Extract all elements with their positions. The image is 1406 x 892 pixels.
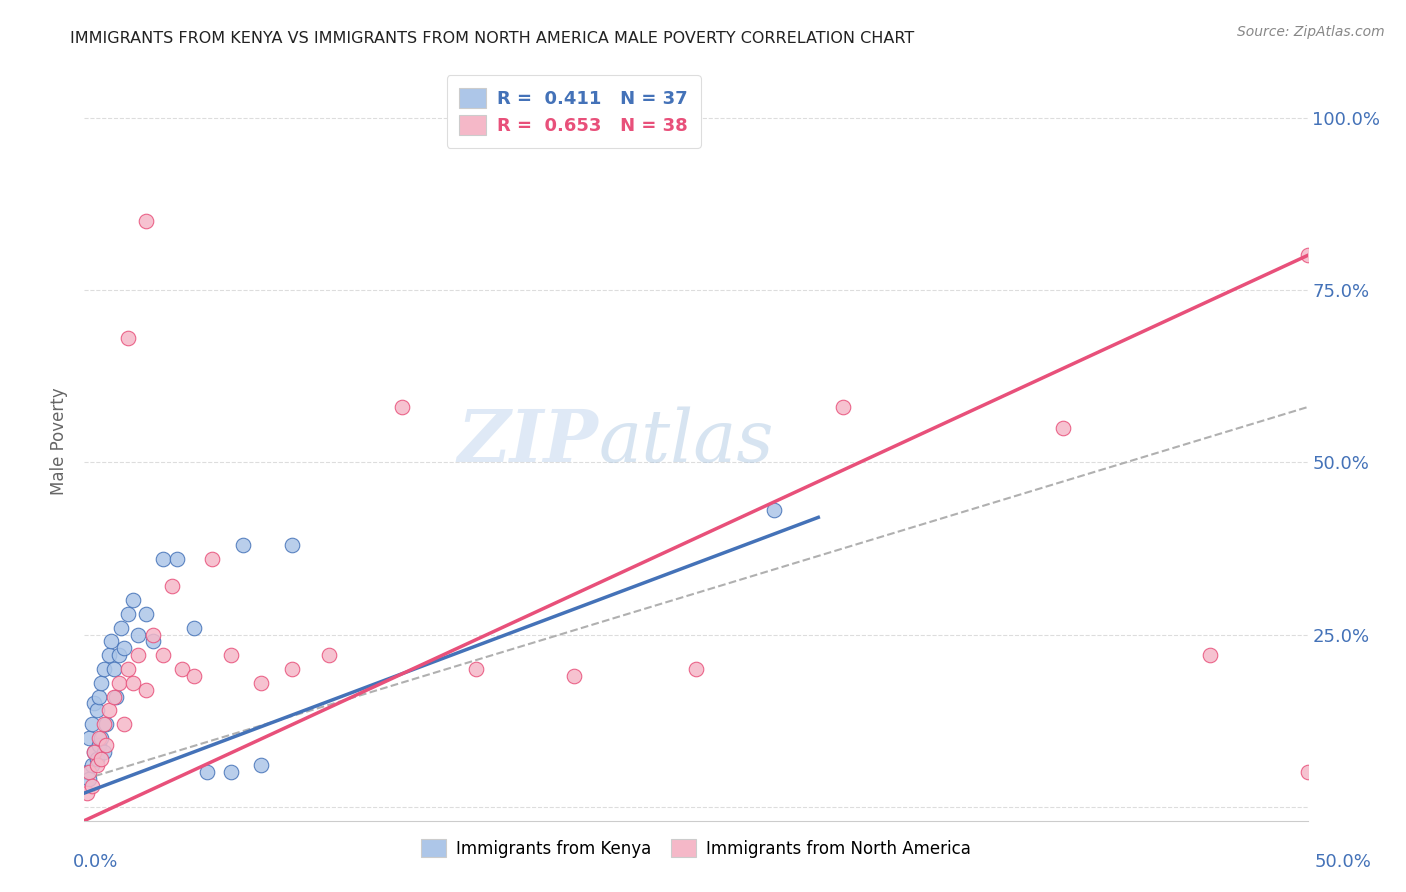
Point [249, 758, 271, 772]
Point [127, 627, 149, 641]
Point [1296, 248, 1319, 262]
Point [110, 621, 132, 635]
Point [107, 675, 129, 690]
Y-axis label: Male Poverty: Male Poverty [51, 388, 69, 495]
Point [90, 731, 112, 745]
Point [103, 662, 125, 676]
Point [93, 717, 115, 731]
Point [80, 779, 103, 793]
Point [97, 703, 120, 717]
Text: 0.0%: 0.0% [73, 853, 118, 871]
Point [281, 538, 304, 552]
Point [77, 772, 100, 787]
Point [135, 607, 157, 621]
Text: IMMIGRANTS FROM KENYA VS IMMIGRANTS FROM NORTH AMERICA MALE POVERTY CORRELATION : IMMIGRANTS FROM KENYA VS IMMIGRANTS FROM… [70, 31, 914, 46]
Point [86, 751, 108, 765]
Point [152, 648, 174, 663]
Point [83, 697, 105, 711]
Legend: Immigrants from Kenya, Immigrants from North America: Immigrants from Kenya, Immigrants from N… [409, 827, 983, 869]
Point [122, 675, 145, 690]
Text: ZIP: ZIP [457, 406, 598, 477]
Point [122, 593, 145, 607]
Point [87, 690, 110, 704]
Point [1052, 421, 1074, 435]
Point [86, 703, 108, 717]
Point [117, 331, 139, 345]
Point [562, 669, 585, 683]
Point [318, 648, 340, 663]
Point [107, 648, 129, 663]
Point [87, 738, 110, 752]
Point [80, 717, 103, 731]
Point [183, 669, 205, 683]
Point [219, 765, 242, 780]
Point [142, 627, 165, 641]
Point [117, 662, 139, 676]
Point [87, 731, 110, 745]
Point [90, 751, 112, 765]
Point [219, 648, 242, 663]
Point [685, 662, 707, 676]
Point [80, 758, 103, 772]
Point [763, 503, 786, 517]
Point [142, 634, 165, 648]
Point [1296, 765, 1319, 780]
Point [86, 758, 108, 772]
Point [93, 745, 115, 759]
Point [166, 551, 188, 566]
Text: atlas: atlas [598, 406, 773, 477]
Point [135, 682, 157, 697]
Point [152, 551, 174, 566]
Point [77, 765, 100, 780]
Point [200, 551, 222, 566]
Text: Source: ZipAtlas.com: Source: ZipAtlas.com [1237, 25, 1385, 39]
Point [90, 675, 112, 690]
Point [96, 738, 118, 752]
Point [391, 400, 413, 414]
Point [103, 690, 125, 704]
Point [76, 786, 98, 800]
Point [83, 745, 105, 759]
Point [232, 538, 254, 552]
Point [162, 579, 184, 593]
Point [249, 675, 271, 690]
Point [183, 621, 205, 635]
Point [195, 765, 218, 780]
Point [135, 214, 157, 228]
Text: 50.0%: 50.0% [1315, 853, 1371, 871]
Point [281, 662, 304, 676]
Point [105, 690, 128, 704]
Point [172, 662, 194, 676]
Point [112, 641, 135, 656]
Point [97, 648, 120, 663]
Point [831, 400, 853, 414]
Point [127, 648, 149, 663]
Point [77, 731, 100, 745]
Point [100, 634, 122, 648]
Point [112, 717, 135, 731]
Point [464, 662, 486, 676]
Point [76, 765, 98, 780]
Point [96, 717, 118, 731]
Point [93, 662, 115, 676]
Point [117, 607, 139, 621]
Point [83, 745, 105, 759]
Point [1198, 648, 1220, 663]
